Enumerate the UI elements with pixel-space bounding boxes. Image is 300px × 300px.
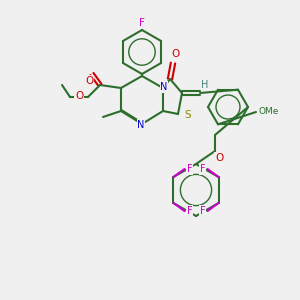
Text: O: O — [75, 91, 83, 101]
Text: S: S — [185, 110, 191, 120]
Text: F: F — [200, 206, 205, 216]
Text: O: O — [215, 153, 223, 163]
Text: O: O — [171, 49, 179, 59]
Text: OMe: OMe — [259, 107, 279, 116]
Text: F: F — [200, 164, 205, 174]
Text: F: F — [187, 164, 192, 174]
Text: N: N — [160, 82, 168, 92]
Text: O: O — [85, 76, 93, 86]
Text: F: F — [139, 18, 145, 28]
Text: H: H — [201, 80, 209, 90]
Text: F: F — [187, 206, 192, 216]
Text: N: N — [137, 120, 145, 130]
